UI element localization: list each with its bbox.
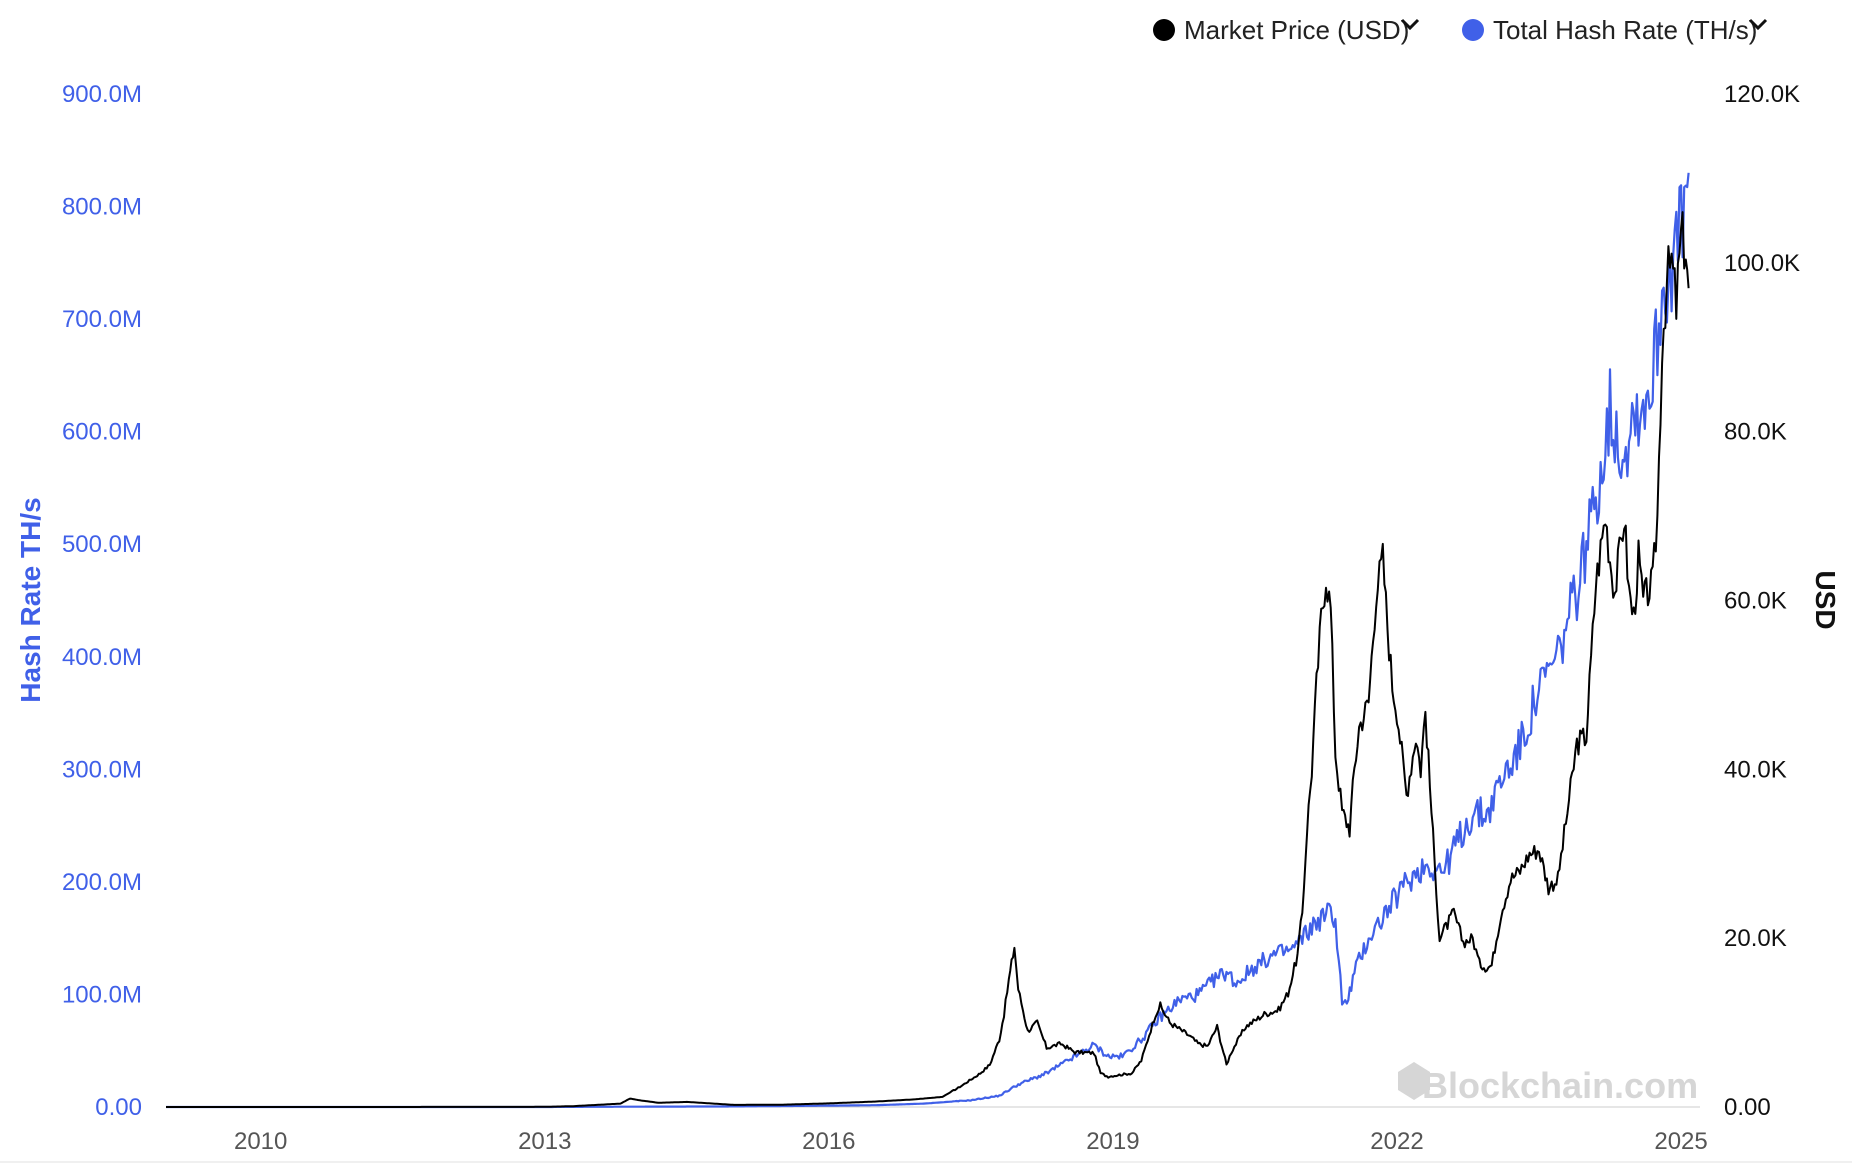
y-right-tick-label: 80.0K [1724,419,1787,446]
y-right-tick-label: 20.0K [1724,925,1787,952]
legend-label-market-price: Market Price (USD) [1184,15,1409,45]
series-group [166,172,1690,1109]
y-left-tick-label: 600.0M [62,419,142,446]
y-right-axis-title: USD [1810,570,1841,629]
watermark-text: Blockchain.com [1422,1065,1698,1106]
y-left-tick-label: 500.0M [62,531,142,558]
y-left-axis-title: Hash Rate TH/s [15,497,46,702]
market-price-line [166,211,1690,1108]
legend-label-hash-rate: Total Hash Rate (TH/s) [1493,15,1757,45]
x-tick-label: 2025 [1654,1128,1707,1155]
y-right-tick-label: 100.0K [1724,250,1800,277]
x-tick-label: 2019 [1086,1128,1139,1155]
legend-dot-hash-rate [1462,19,1484,41]
hash-rate-line [166,172,1690,1109]
y-left-tick-label: 200.0M [62,869,142,896]
x-tick-label: 2010 [234,1128,287,1155]
y-left-tick-label: 0.00 [95,1094,142,1121]
chevron-down-icon[interactable] [1400,18,1420,31]
y-left-tick-label: 400.0M [62,644,142,671]
blockchain-logo-icon [1398,1062,1430,1100]
legend-item-market-price[interactable]: Market Price (USD) [1153,15,1420,45]
y-left-tick-label: 300.0M [62,756,142,783]
y-left-ticks: 0.00 100.0M 200.0M 300.0M 400.0M 500.0M 600.0M… [62,81,142,1121]
x-tick-label: 2016 [802,1128,855,1155]
chevron-down-icon[interactable] [1748,18,1768,31]
x-axis-ticks: 2010 2013 2016 2019 2022 2025 [234,1128,1708,1155]
y-left-tick-label: 100.0M [62,981,142,1008]
x-tick-label: 2013 [518,1128,571,1155]
legend: Market Price (USD) Total Hash Rate (TH/s… [1153,15,1768,45]
legend-item-hash-rate[interactable]: Total Hash Rate (TH/s) [1462,15,1768,45]
y-right-tick-label: 60.0K [1724,588,1787,615]
y-right-tick-label: 0.00 [1724,1094,1771,1121]
y-right-tick-label: 40.0K [1724,756,1787,783]
watermark: Blockchain.com [1398,1062,1698,1106]
y-left-tick-label: 900.0M [62,81,142,108]
x-tick-label: 2022 [1370,1128,1423,1155]
y-right-tick-label: 120.0K [1724,81,1800,108]
y-left-tick-label: 700.0M [62,306,142,333]
y-left-tick-label: 800.0M [62,194,142,221]
y-right-ticks: 0.00 20.0K 40.0K 60.0K 80.0K 100.0K 120.0K [1724,81,1800,1121]
legend-dot-market-price [1153,19,1175,41]
